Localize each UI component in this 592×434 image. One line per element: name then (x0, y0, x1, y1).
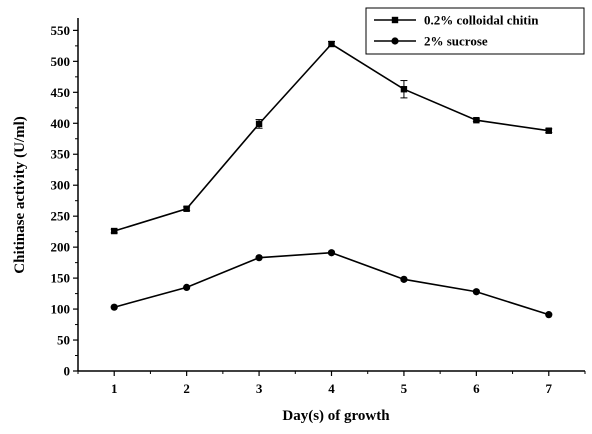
y-tick-label: 400 (51, 116, 71, 131)
y-tick-label: 200 (51, 240, 71, 255)
y-tick-label: 300 (51, 178, 71, 193)
x-tick-label: 2 (183, 381, 190, 396)
data-point (400, 86, 408, 93)
legend: 0.2% colloidal chitin 2% sucrose (365, 7, 585, 55)
data-point (545, 127, 552, 134)
data-point (400, 275, 408, 283)
legend-marker (391, 16, 399, 24)
ticks: 0 50 100 150 200 250 300 350 400 450 500 550 1 2 3 4 5 6 7 (51, 23, 586, 396)
x-tick-label: 4 (328, 381, 335, 396)
legend-box (365, 7, 585, 55)
x-axis-label: Day(s) of growth (282, 408, 390, 424)
series-1 (110, 40, 553, 235)
data-point (328, 40, 335, 48)
data-point (255, 120, 263, 128)
axes (77, 18, 585, 372)
data-point (545, 311, 553, 319)
y-tick-label: 250 (51, 209, 71, 224)
y-tick-label: 50 (57, 333, 70, 348)
series-line (114, 251, 550, 316)
y-tick-label: 350 (51, 147, 71, 162)
x-tick-label: 1 (111, 381, 118, 396)
data-point (473, 116, 480, 124)
y-tick-label: 0 (64, 364, 71, 379)
x-tick-label: 7 (546, 381, 553, 396)
data-point (472, 288, 480, 296)
x-tick-label: 3 (256, 381, 263, 396)
legend-label: 2% sucrose (424, 34, 488, 49)
series-layer (110, 40, 553, 319)
data-point (327, 249, 336, 257)
legend-label: 0.2% colloidal chitin (424, 13, 539, 28)
y-tick-label: 450 (51, 85, 71, 100)
y-tick-label: 550 (51, 23, 71, 38)
data-point (111, 227, 118, 235)
y-tick-label: 500 (51, 54, 71, 69)
y-tick-label: 100 (51, 302, 71, 317)
y-axis-label: Chitinase activity (U/ml) (12, 116, 28, 273)
data-point (255, 254, 263, 262)
data-point (183, 283, 191, 291)
y-tick-label: 150 (51, 271, 71, 286)
data-point (110, 303, 118, 311)
x-tick-label: 6 (473, 381, 480, 396)
x-tick-label: 5 (401, 381, 408, 396)
data-point (183, 205, 190, 212)
legend-marker (391, 37, 399, 45)
series-line (113, 42, 549, 232)
series-2 (110, 249, 553, 319)
